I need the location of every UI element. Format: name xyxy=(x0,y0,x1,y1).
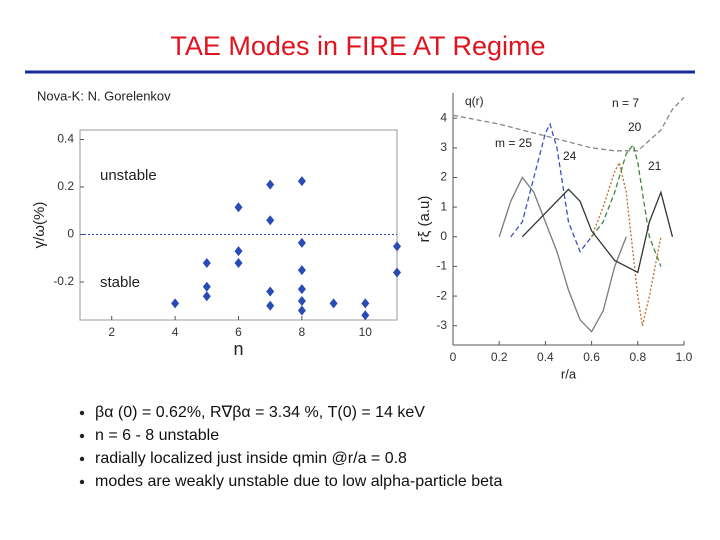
annotation: 21 xyxy=(648,159,662,173)
data-point xyxy=(266,286,275,297)
y-tick-label: -1 xyxy=(436,259,447,273)
annotation: unstable xyxy=(100,167,157,184)
data-point xyxy=(202,258,211,268)
data-point xyxy=(393,267,401,278)
x-tick-label: 8 xyxy=(299,325,306,339)
bullet-dot xyxy=(79,410,85,416)
x-tick-label: 10 xyxy=(359,325,373,339)
y-tick-label: 0.2 xyxy=(57,179,74,193)
bullet-text: βα (0) = 0.62%, R∇βα = 3.34 %, T(0) = 14… xyxy=(95,404,425,421)
x-tick-label: 1.0 xyxy=(676,350,693,364)
y-axis-label: γ/ω(%) xyxy=(31,202,48,249)
bullet-dot xyxy=(79,456,85,462)
data-point xyxy=(202,281,211,292)
x-tick-label: 0.6 xyxy=(583,350,600,364)
data-point xyxy=(234,246,243,257)
annotation: n = 7 xyxy=(612,96,639,110)
plot-frame xyxy=(79,129,398,321)
x-tick-label: 0.2 xyxy=(491,350,508,364)
y-tick-label: -0.2 xyxy=(53,274,74,288)
x-tick-label: 0 xyxy=(450,350,457,364)
bullet-dot xyxy=(79,479,85,485)
y-tick-label: 0 xyxy=(440,229,447,243)
slide-title: TAE Modes in FIRE AT Regime xyxy=(170,31,545,61)
y-tick-label: -3 xyxy=(436,318,447,332)
data-point xyxy=(297,265,306,276)
annotation: q(r) xyxy=(465,94,484,108)
data-point xyxy=(361,310,370,321)
y-tick-label: 3 xyxy=(440,140,447,154)
data-point xyxy=(297,176,306,187)
x-tick-label: 4 xyxy=(172,325,179,339)
series-line xyxy=(498,176,627,333)
y-tick-label: 2 xyxy=(440,170,447,184)
x-tick-label: 0.8 xyxy=(629,350,646,364)
x-axis-label: n xyxy=(233,339,243,359)
data-point xyxy=(297,237,306,248)
data-point xyxy=(297,305,306,316)
x-tick-label: 6 xyxy=(235,325,242,339)
data-point xyxy=(266,300,275,311)
credit: Nova-K: N. Gorelenkov xyxy=(37,88,171,103)
series-line xyxy=(510,122,593,253)
x-axis-label: r/a xyxy=(561,366,577,381)
data-point xyxy=(171,298,180,309)
x-tick-label: 2 xyxy=(108,325,115,339)
y-tick-label: 4 xyxy=(440,110,447,124)
series-line xyxy=(590,160,662,326)
data-point xyxy=(202,291,211,302)
y-tick-label: 0 xyxy=(67,227,74,241)
annotation: stable xyxy=(100,274,140,291)
bullet-text: n = 6 - 8 unstable xyxy=(95,427,219,444)
y-tick-label: -2 xyxy=(436,288,447,302)
data-point xyxy=(393,241,401,252)
y-tick-label: 0.4 xyxy=(57,132,74,146)
series-line xyxy=(591,143,662,267)
data-point xyxy=(361,298,370,309)
bullet-dot xyxy=(79,433,85,439)
data-point xyxy=(234,258,243,268)
y-tick-label: 1 xyxy=(440,199,447,213)
annotation: 20 xyxy=(628,120,642,134)
data-point xyxy=(266,215,275,226)
data-point xyxy=(297,296,306,306)
data-point xyxy=(297,284,306,295)
y-axis-label: rξ (a.u) xyxy=(416,196,433,243)
series-line xyxy=(452,96,685,152)
data-point xyxy=(234,202,243,213)
data-point xyxy=(266,179,275,190)
data-point xyxy=(329,298,338,309)
x-tick-label: 0.4 xyxy=(537,350,554,364)
annotation: 24 xyxy=(563,149,577,163)
bullet-text: modes are weakly unstable due to low alp… xyxy=(95,473,502,490)
annotation: m = 25 xyxy=(495,136,532,150)
series-line xyxy=(521,188,674,274)
bullet-text: radially localized just inside qmin @r/a… xyxy=(95,450,407,467)
